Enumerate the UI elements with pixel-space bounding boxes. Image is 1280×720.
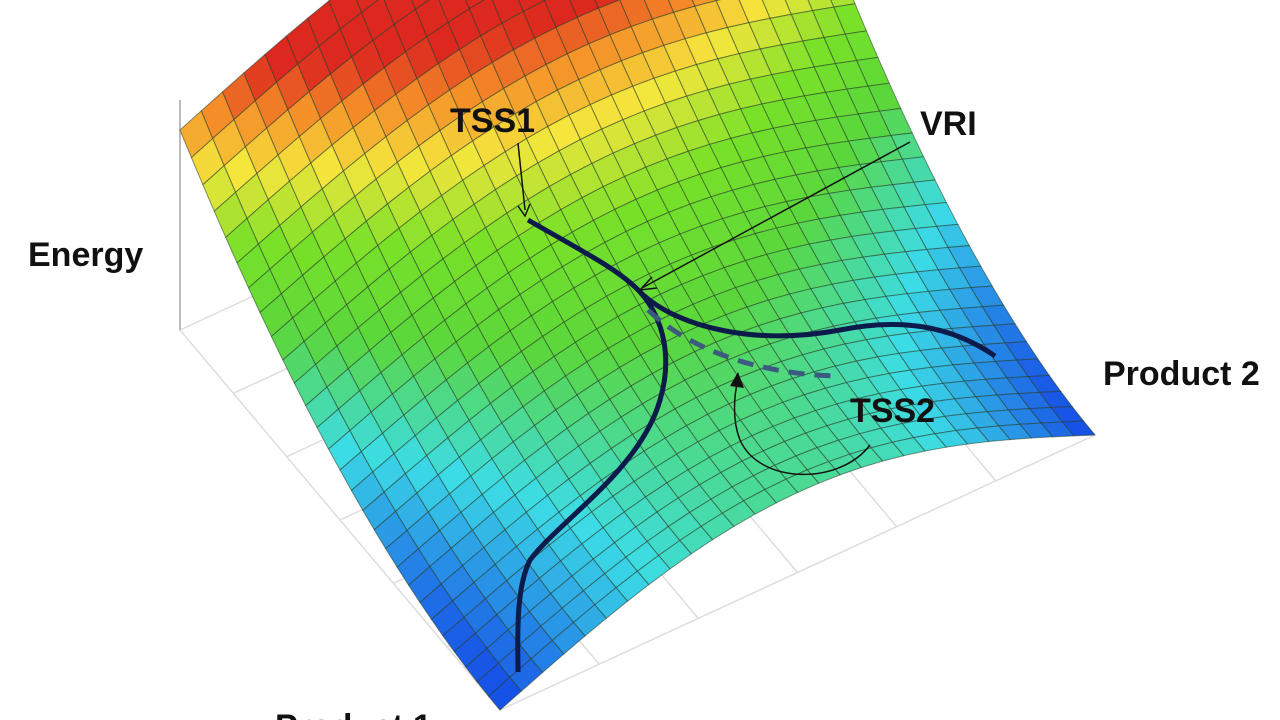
surface-cell	[411, 0, 430, 11]
arrowhead-vri	[638, 276, 658, 291]
label-tss2: TSS2	[850, 392, 935, 430]
label-product2: Product 2	[1103, 355, 1260, 393]
path-product1	[515, 217, 669, 673]
label-tss1: TSS1	[450, 102, 535, 140]
arrow-vri	[641, 141, 911, 289]
label-energy: Energy	[28, 236, 143, 274]
arrowhead-tss1	[517, 203, 531, 218]
arrow-tss2	[733, 379, 871, 476]
label-vri: VRI	[920, 105, 977, 143]
reaction-paths	[515, 141, 997, 673]
energy-surface	[179, 0, 1097, 711]
arrowhead-tss2	[730, 372, 744, 388]
path-product2	[638, 290, 997, 359]
surface-cell	[487, 676, 522, 711]
label-product1: Product 1	[275, 708, 432, 720]
arrow-tss1	[517, 142, 526, 211]
